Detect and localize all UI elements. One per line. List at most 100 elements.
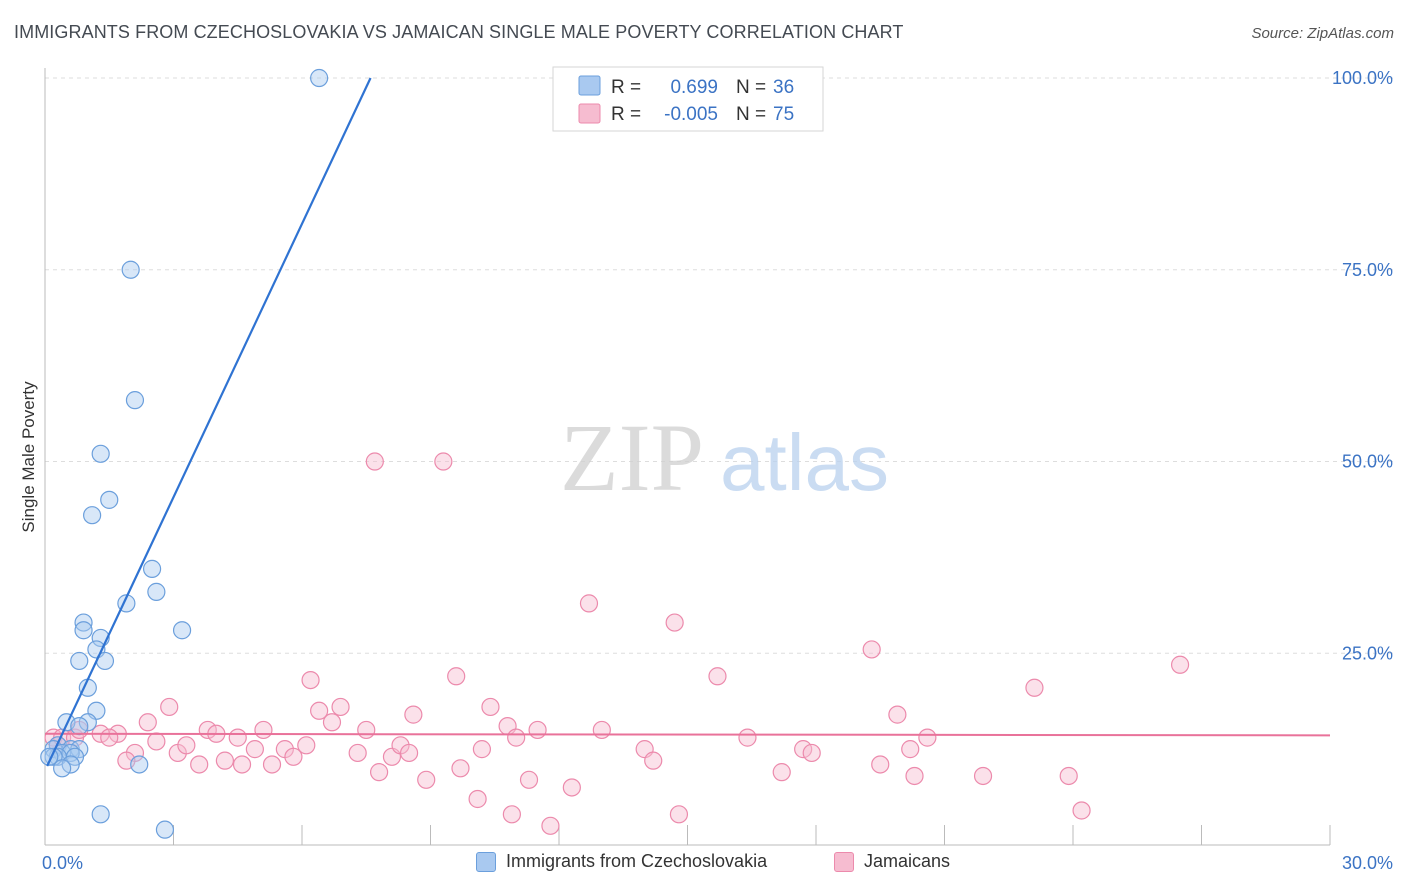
czechoslovakia-point-7 (147, 582, 166, 601)
jamaicans-point-59 (708, 667, 727, 686)
y-tick-label-1: 50.0% (1342, 452, 1393, 472)
jamaicans-point-67 (901, 740, 920, 759)
legend-top: R = 0.699 N = 36 R = -0.005 N = 75 (552, 66, 824, 132)
legend-top-swatch-pink (578, 103, 601, 124)
jamaicans-point-14 (177, 736, 196, 755)
jamaicans-point-62 (794, 740, 813, 759)
jamaicans-point-23 (262, 755, 282, 774)
czechoslovakia-point-32 (130, 755, 149, 774)
tick-labels: 25.0% 50.0% 75.0% 100.0% 0.0% 30.0% (42, 68, 1393, 873)
legend-n-value-pink: 75 (773, 104, 794, 125)
jamaicans-point-49 (528, 720, 547, 740)
jamaicans-point-51 (541, 816, 560, 835)
legend-item-jamaicans: Jamaicans (834, 851, 950, 872)
jamaicans-point-37 (399, 743, 419, 763)
jamaicans-point-39 (417, 770, 436, 789)
czechoslovakia-point-4 (100, 490, 119, 509)
czechoslovakia-point-3 (91, 444, 110, 463)
grid-layer (45, 77, 1396, 654)
jamaicans-point-48 (519, 770, 539, 789)
jamaicans-point-66 (888, 705, 907, 724)
jamaicans-point-53 (579, 594, 599, 613)
czechoslovakia-point-10 (74, 613, 93, 632)
jamaicans-point-64 (862, 640, 881, 659)
jamaicans-point-71 (1025, 678, 1044, 697)
jamaicans-point-61 (772, 763, 791, 782)
czechoslovakia-point-6 (142, 559, 162, 578)
jamaicans-point-26 (297, 736, 316, 755)
jamaicans-point-18 (215, 751, 234, 770)
jamaicans-point-7 (100, 728, 119, 747)
czechoslovakia-point-11 (74, 621, 93, 640)
jamaicans-point-57 (665, 613, 684, 632)
jamaicans-points (44, 452, 1190, 835)
jamaicans-point-29 (322, 713, 342, 732)
czechoslovakia-point-34 (91, 805, 110, 824)
jamaicans-point-52 (562, 778, 581, 797)
jamaicans-point-50 (502, 805, 521, 824)
jamaicans-point-73 (1072, 801, 1091, 820)
jamaicans-point-56 (644, 751, 663, 770)
czechoslovakia-trend-line (46, 77, 372, 767)
jamaicans-point-68 (905, 766, 924, 786)
legend-top-swatch-blue (578, 75, 601, 96)
jamaicans-point-58 (669, 805, 689, 824)
legend-item-czechoslovakia: Immigrants from Czechoslovakia (476, 851, 767, 872)
czechoslovakia-point-1 (121, 260, 140, 279)
jamaicans-point-41 (447, 667, 466, 686)
jamaicans-point-74 (1170, 655, 1190, 674)
jamaicans-point-43 (468, 789, 487, 809)
y-tick-label-2: 75.0% (1342, 260, 1393, 280)
jamaicans-point-32 (357, 720, 376, 740)
jamaicans-point-30 (331, 697, 350, 717)
jamaicans-point-21 (245, 740, 264, 759)
y-axis-label: Single Male Poverty (19, 381, 38, 533)
jamaicans-point-38 (404, 705, 423, 724)
jamaicans-point-22 (254, 720, 273, 740)
jamaicans-point-42 (451, 759, 470, 778)
legend-label-jamaicans: Jamaicans (864, 851, 951, 871)
legend-swatch-pink (834, 851, 854, 872)
jamaicans-point-54 (592, 720, 611, 740)
x-tick-label-0: 0.0% (42, 853, 83, 873)
axes-layer (44, 68, 1331, 846)
jamaicans-point-63 (802, 743, 821, 763)
chart-source: Source: ZipAtlas.com (1251, 25, 1394, 42)
jamaicans-point-19 (228, 728, 247, 747)
jamaicans-point-20 (232, 755, 252, 774)
jamaicans-point-44 (472, 740, 491, 759)
legend-n-label-blue: N = (736, 77, 766, 98)
czechoslovakia-point-33 (53, 759, 72, 778)
jamaicans-point-28 (310, 701, 329, 720)
jamaicans-point-45 (481, 697, 500, 717)
czechoslovakia-point-20 (70, 717, 89, 736)
x-tick-label-1: 30.0% (1342, 853, 1393, 873)
legend-n-value-blue: 36 (773, 77, 794, 98)
czechoslovakia-point-35 (155, 820, 175, 839)
legend-r-label-pink: R = (611, 104, 641, 125)
czechoslovakia-point-0 (310, 68, 329, 88)
jamaicans-point-11 (147, 732, 166, 751)
trend-lines (44, 77, 1331, 767)
czechoslovakia-point-9 (172, 621, 192, 640)
czechoslovakia-point-2 (125, 391, 145, 410)
jamaicans-point-70 (973, 766, 993, 786)
czechoslovakia-point-19 (78, 713, 97, 732)
jamaicans-trend-line (44, 732, 1331, 737)
legend-swatch-blue (476, 851, 496, 872)
jamaicans-point-31 (348, 743, 367, 763)
y-tick-label-0: 25.0% (1342, 643, 1393, 663)
jamaicans-point-12 (160, 697, 179, 717)
watermark-atlas: atlas (720, 418, 889, 507)
jamaicans-point-72 (1059, 766, 1078, 786)
jamaicans-point-60 (738, 728, 757, 747)
czechoslovakia-point-31 (61, 755, 80, 774)
jamaicans-point-47 (507, 728, 526, 747)
legend-r-value-blue: 0.699 (670, 77, 718, 98)
chart-title: IMMIGRANTS FROM CZECHOSLOVAKIA VS JAMAIC… (14, 22, 904, 42)
czechoslovakia-point-5 (83, 506, 102, 525)
jamaicans-point-25 (284, 747, 303, 766)
jamaicans-point-33 (365, 452, 384, 471)
legend-label-czechoslovakia: Immigrants from Czechoslovakia (506, 851, 768, 871)
